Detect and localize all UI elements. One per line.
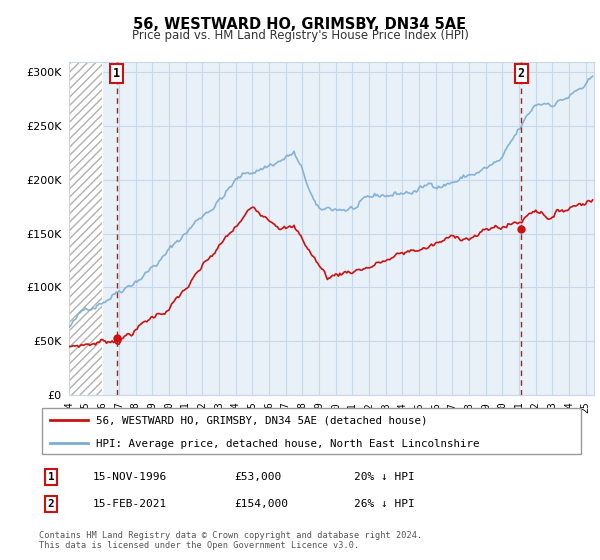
Text: 15-FEB-2021: 15-FEB-2021 xyxy=(93,499,167,509)
Text: Contains HM Land Registry data © Crown copyright and database right 2024.
This d: Contains HM Land Registry data © Crown c… xyxy=(39,531,422,550)
Text: 15-NOV-1996: 15-NOV-1996 xyxy=(93,472,167,482)
FancyBboxPatch shape xyxy=(42,408,581,454)
Text: £154,000: £154,000 xyxy=(234,499,288,509)
Text: 56, WESTWARD HO, GRIMSBY, DN34 5AE: 56, WESTWARD HO, GRIMSBY, DN34 5AE xyxy=(133,17,467,32)
Text: 1: 1 xyxy=(47,472,55,482)
Text: 2: 2 xyxy=(47,499,55,509)
Text: 20% ↓ HPI: 20% ↓ HPI xyxy=(354,472,415,482)
Text: 56, WESTWARD HO, GRIMSBY, DN34 5AE (detached house): 56, WESTWARD HO, GRIMSBY, DN34 5AE (deta… xyxy=(97,416,428,426)
Bar xyxy=(69,62,103,395)
Text: 1: 1 xyxy=(113,67,121,80)
Text: 26% ↓ HPI: 26% ↓ HPI xyxy=(354,499,415,509)
Text: HPI: Average price, detached house, North East Lincolnshire: HPI: Average price, detached house, Nort… xyxy=(97,439,480,449)
Text: 2: 2 xyxy=(518,67,524,80)
Text: Price paid vs. HM Land Registry's House Price Index (HPI): Price paid vs. HM Land Registry's House … xyxy=(131,29,469,42)
Text: £53,000: £53,000 xyxy=(234,472,281,482)
Bar xyxy=(69,62,103,395)
